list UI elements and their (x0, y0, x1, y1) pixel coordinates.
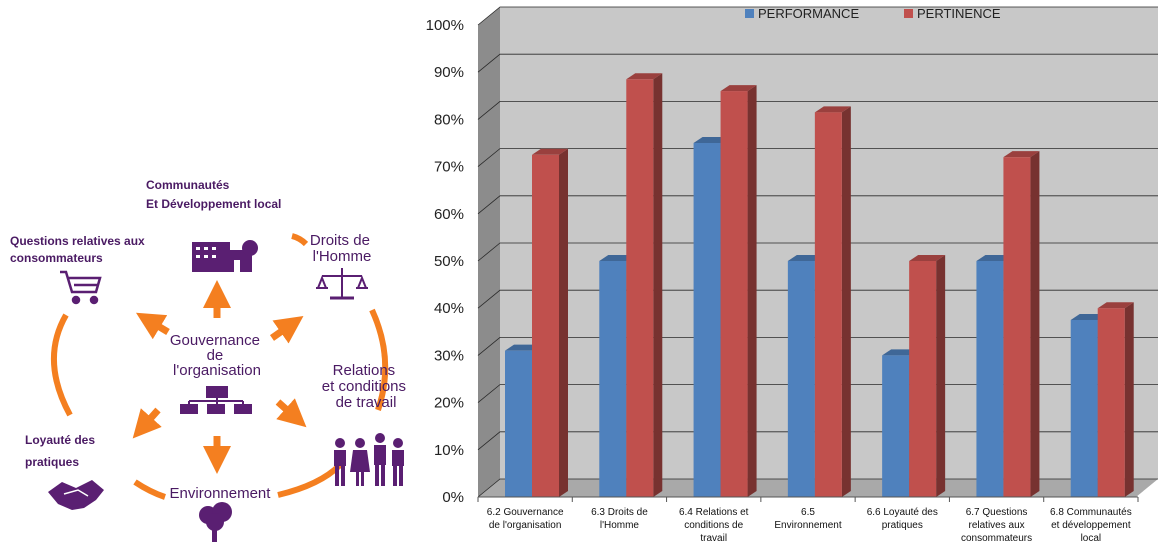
gridline (477, 195, 1158, 215)
center-line-3: l'organisation (173, 362, 261, 379)
legend-label-pertinence: PERTINENCE (917, 6, 1001, 21)
y-tick-label: 20% (434, 395, 464, 412)
iso26000-diagram: Gouvernance de l'organisation Communauté… (10, 178, 410, 542)
y-tick-label: 70% (434, 159, 464, 176)
environnement-label: Environnement (170, 485, 272, 502)
svg-text:Relations et conditions: Relations et conditions de travail (322, 362, 410, 411)
bar-pertinence-5 (1003, 151, 1040, 497)
bar-pertinence-6 (1097, 302, 1134, 497)
legend-swatch-performance (745, 9, 754, 18)
svg-text:Questions relatives aux co: Questions relatives aux consommateurs (10, 234, 148, 265)
droits-line-2: l'Homme (313, 248, 372, 265)
communautes-line-1: Communautés (146, 178, 230, 192)
svg-text:Loyauté des pratiques: Loyauté des pratiques (25, 433, 98, 469)
arrow-upper-left (135, 312, 170, 340)
arrow-upper-right (269, 315, 304, 344)
category-label-2: 6.4 Relations et conditions de travail (679, 507, 749, 544)
org-chart-icon (180, 386, 252, 414)
bar-chart: 0% 10% 20% 30% 40% 50% 60% 70% 80% 90% 100% 6.2 Go… (426, 6, 1158, 544)
svg-text:Droits de l'Homme: Droits de l'Homme (310, 232, 374, 265)
center-line-1: Gouvernance (170, 332, 260, 349)
svg-text:Communautés Et Développeme: Communautés Et Développement local (146, 178, 281, 211)
gridline (477, 148, 1158, 167)
x-axis-labels: 6.2 Gouvernance de l'organisation 6.3 Droi… (477, 496, 1139, 544)
svg-text:Gouvernance de l'organ: Gouvernance de l'organisation (170, 332, 264, 379)
y-tick-label: 50% (434, 253, 464, 270)
scales-icon (316, 268, 368, 300)
center-line-2: de (207, 347, 224, 364)
bar-pertinence-1 (626, 73, 663, 497)
category-label-6: 6.8 Communautés et développement local (1050, 507, 1132, 544)
droits-line-1: Droits de (310, 232, 370, 249)
tree-icon (199, 502, 232, 542)
y-axis-ticks: 0% 10% 20% 30% 40% 50% 60% 70% 80% 90% 100% (426, 17, 464, 506)
category-label-4: 6.6 Loyauté des pratiques (867, 507, 938, 531)
y-tick-label: 0% (442, 489, 464, 506)
handshake-icon (48, 480, 104, 510)
bars (505, 73, 1134, 498)
y-tick-label: 100% (426, 17, 464, 34)
communautes-line-2: Et Développement local (146, 197, 281, 211)
category-label-1: 6.3 Droits de l'Homme (591, 507, 648, 531)
questions-line-2: consommateurs (10, 251, 103, 265)
gridline (477, 6, 1158, 26)
cart-icon (60, 270, 102, 305)
arc-left (50, 313, 73, 417)
legend-label-performance: PERFORMANCE (758, 6, 859, 21)
legend: PERFORMANCE PERTINENCE (745, 6, 1001, 21)
arc-top-right (291, 233, 309, 247)
bar-pertinence-2 (720, 85, 757, 497)
relations-line-2: et conditions (322, 378, 406, 395)
questions-line-1: Questions relatives aux (10, 234, 145, 248)
y-tick-label: 80% (434, 111, 464, 128)
arc-bottom-left (133, 479, 166, 500)
gridline (477, 53, 1158, 73)
loyaute-line-2: pratiques (25, 455, 79, 469)
loyaute-line-1: Loyauté des (25, 433, 95, 447)
workers-icon (334, 433, 404, 486)
y-tick-label: 10% (434, 442, 464, 459)
bar-pertinence-3 (814, 106, 851, 497)
arrow-lower-left (132, 407, 162, 439)
category-label-0: 6.2 Gouvernance de l'organisation (487, 507, 564, 531)
arc-right (369, 308, 389, 411)
category-label-3: 6.5 Environnement (774, 507, 841, 531)
relations-line-1: Relations (333, 362, 396, 379)
y-tick-label: 40% (434, 300, 464, 317)
y-tick-label: 90% (434, 64, 464, 81)
gridline (477, 242, 1158, 262)
arc-bottom-right (277, 462, 343, 498)
category-label-5: 6.7 Questions relatives aux consommateurs (961, 507, 1032, 544)
buildings-icon (192, 240, 258, 272)
y-tick-label: 60% (434, 206, 464, 223)
legend-swatch-pertinence (904, 9, 913, 18)
arrow-lower-right (275, 398, 307, 428)
bar-pertinence-4 (909, 255, 946, 497)
relations-line-3: de travail (336, 394, 397, 411)
gridline (477, 101, 1158, 120)
y-tick-label: 30% (434, 347, 464, 364)
bar-pertinence-0 (532, 148, 568, 498)
